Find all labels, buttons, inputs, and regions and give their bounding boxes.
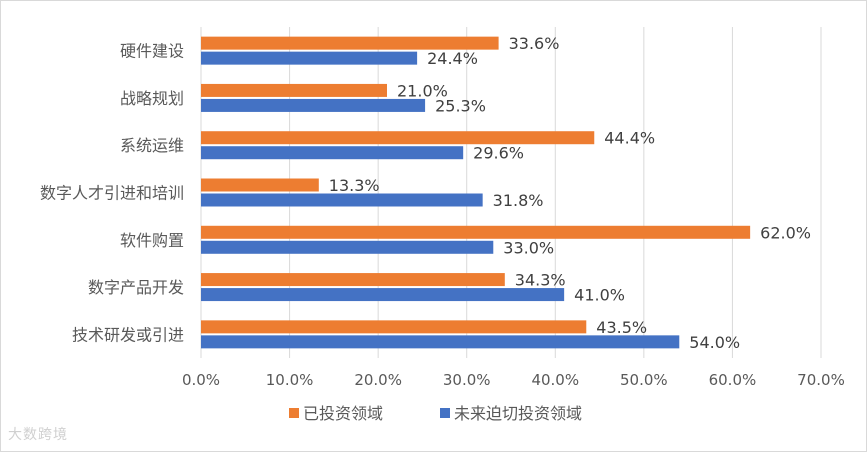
watermark-logo: 大数跨境: [8, 427, 68, 443]
data-label: 33.6%: [509, 34, 560, 53]
category-label: 技术研发或引进: [72, 325, 184, 344]
x-tick-label: 20.0%: [354, 371, 402, 389]
category-label: 软件购置: [120, 231, 184, 250]
bar-invested: [201, 178, 319, 192]
bar-future: [201, 193, 483, 207]
data-label: 25.3%: [435, 96, 486, 115]
bar-invested: [201, 273, 505, 287]
x-tick-labels: 0.0% 10.0% 20.0% 30.0% 40.0% 50.0% 60.0% 70.0%: [182, 371, 845, 389]
data-label: 29.6%: [473, 144, 524, 163]
data-label: 31.8%: [493, 191, 544, 210]
bar-future: [201, 288, 565, 302]
data-label: 43.5%: [596, 318, 647, 337]
x-tick-label: 60.0%: [709, 371, 757, 389]
data-label: 54.0%: [689, 333, 740, 352]
gridlines: [200, 27, 822, 358]
category-label: 硬件建设: [120, 42, 184, 61]
category-label: 系统运维: [120, 136, 184, 155]
data-label: 24.4%: [427, 49, 478, 68]
legend-label: 已投资领域: [303, 404, 383, 423]
x-tick-label: 30.0%: [443, 371, 491, 389]
category-label: 数字产品开发: [88, 278, 184, 297]
x-tick-label: 70.0%: [797, 371, 845, 389]
bar-invested: [201, 320, 587, 334]
data-label: 34.3%: [515, 271, 566, 290]
bar-future: [201, 335, 680, 349]
data-label: 13.3%: [329, 176, 380, 195]
x-tick-label: 10.0%: [266, 371, 314, 389]
bar-future: [201, 240, 494, 254]
legend-swatch: [440, 408, 450, 418]
x-tick-label: 0.0%: [182, 371, 220, 389]
legend-label: 未来迫切投资领域: [454, 404, 582, 423]
data-label: 62.0%: [760, 223, 811, 242]
data-label: 41.0%: [574, 286, 625, 305]
bar-invested: [201, 131, 595, 145]
data-label: 33.0%: [503, 238, 554, 257]
bar-future: [201, 51, 418, 65]
data-label: 44.4%: [604, 129, 655, 148]
bars: [201, 36, 751, 349]
legend: 已投资领域 未来迫切投资领域: [289, 404, 582, 423]
bar-invested: [201, 83, 387, 97]
data-labels: 33.6% 24.4% 21.0%25.3% 44.4% 29.6% 13.3% 31.8%…: [329, 34, 811, 352]
x-tick-label: 50.0%: [620, 371, 668, 389]
category-label: 战略规划: [120, 89, 184, 108]
data-label: 21.0%: [397, 81, 448, 100]
x-tick-label: 40.0%: [531, 371, 579, 389]
bar-future: [201, 146, 464, 160]
bar-invested: [201, 36, 499, 50]
bar-invested: [201, 225, 751, 239]
legend-swatch: [289, 408, 299, 418]
bar-future: [201, 98, 426, 112]
category-label: 数字人才引进和培训: [40, 184, 184, 203]
